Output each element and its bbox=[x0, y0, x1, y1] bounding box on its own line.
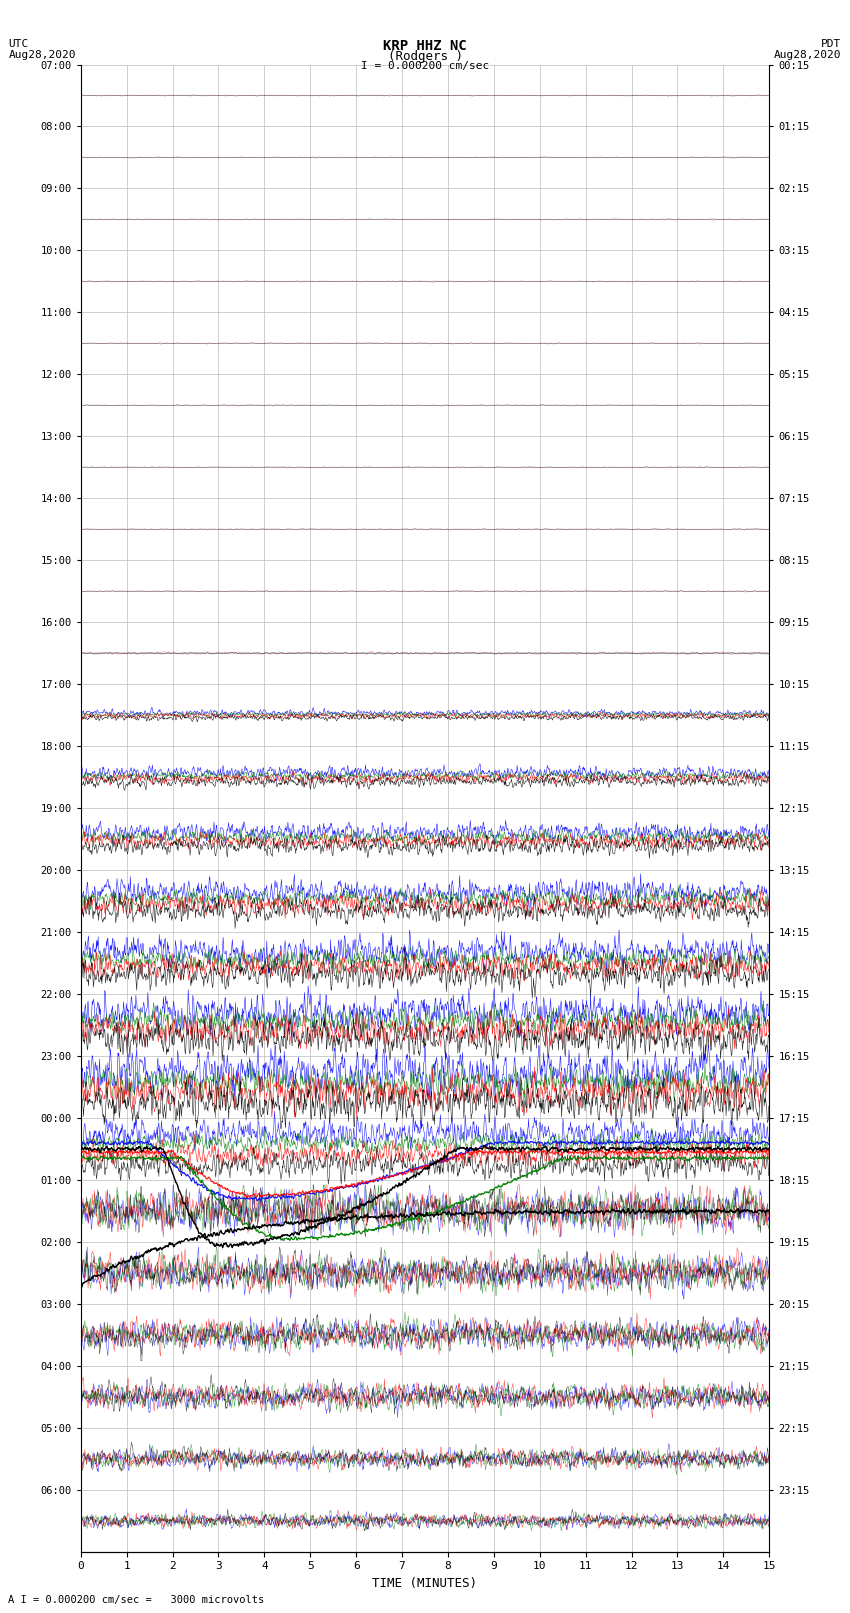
Text: (Rodgers ): (Rodgers ) bbox=[388, 50, 462, 63]
Text: UTC
Aug28,2020: UTC Aug28,2020 bbox=[8, 39, 76, 60]
X-axis label: TIME (MINUTES): TIME (MINUTES) bbox=[372, 1578, 478, 1590]
Text: A I = 0.000200 cm/sec =   3000 microvolts: A I = 0.000200 cm/sec = 3000 microvolts bbox=[8, 1595, 264, 1605]
Text: KRP HHZ NC: KRP HHZ NC bbox=[383, 39, 467, 53]
Text: PDT
Aug28,2020: PDT Aug28,2020 bbox=[774, 39, 842, 60]
Text: I = 0.000200 cm/sec: I = 0.000200 cm/sec bbox=[361, 61, 489, 71]
